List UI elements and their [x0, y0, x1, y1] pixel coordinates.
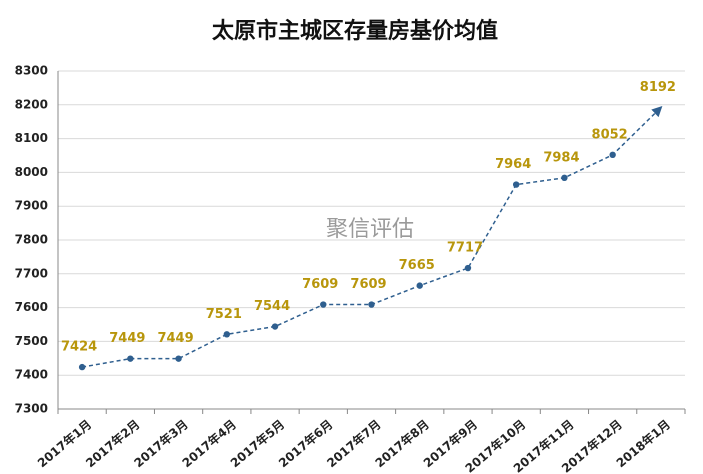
- watermark: 聚信评估: [326, 217, 414, 242]
- data-label: 7544: [254, 299, 290, 314]
- point: [464, 264, 472, 272]
- point: [512, 181, 520, 188]
- data-label: 8192: [640, 80, 676, 95]
- data-label: 7424: [61, 340, 97, 355]
- y-tick-label: 7700: [15, 266, 48, 280]
- y-tick-label: 8200: [15, 97, 48, 111]
- point: [561, 174, 568, 182]
- y-tick-label: 7600: [15, 300, 48, 314]
- data-label: 7665: [399, 258, 435, 273]
- y-tick-label: 7400: [15, 368, 48, 382]
- point: [416, 282, 423, 289]
- y-tick-label: 8000: [15, 165, 48, 179]
- data-label: 7717: [447, 241, 483, 256]
- data-label: 7449: [109, 331, 145, 346]
- data-label: 8052: [592, 127, 628, 142]
- point: [609, 151, 616, 159]
- chart-title: 太原市主城区存量房基价均值: [212, 18, 498, 44]
- data-label: 7964: [495, 157, 531, 172]
- data-label: 7609: [302, 277, 338, 292]
- point: [175, 355, 182, 362]
- y-tick-label: 7900: [15, 199, 48, 213]
- y-tick-label: 8100: [15, 131, 48, 145]
- data-label: 7521: [206, 307, 242, 322]
- y-tick-label: 7800: [15, 233, 48, 247]
- data-label: 7609: [350, 277, 386, 292]
- point: [78, 363, 86, 371]
- point: [127, 355, 134, 362]
- point: [271, 323, 279, 330]
- point: [368, 301, 375, 308]
- data-label: 7984: [543, 150, 579, 165]
- y-tick-label: 7500: [15, 334, 48, 348]
- y-tick-label: 7300: [15, 402, 48, 416]
- point: [320, 301, 327, 308]
- point: [223, 331, 231, 338]
- data-label: 7449: [157, 331, 193, 346]
- y-tick-label: 8300: [15, 64, 48, 78]
